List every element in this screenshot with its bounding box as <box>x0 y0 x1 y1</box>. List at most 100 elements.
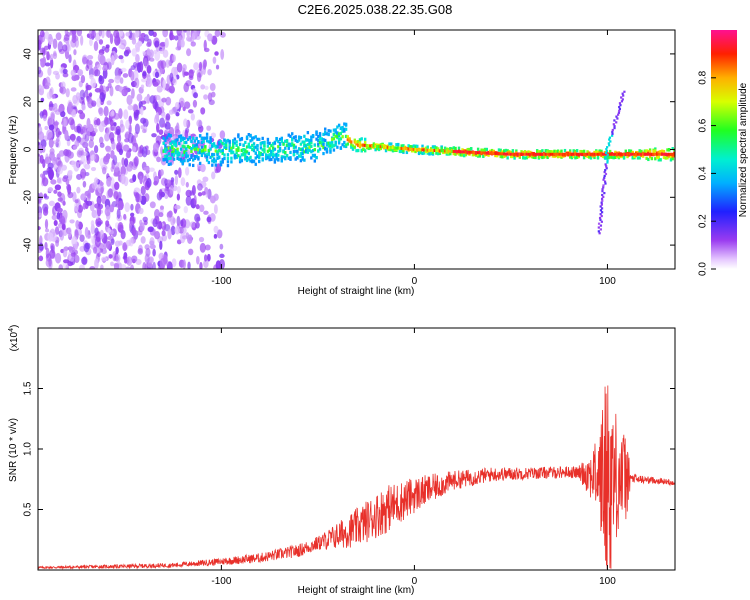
spectrogram-noise-cell <box>219 243 224 250</box>
spectrogram-signal-cell <box>167 162 171 167</box>
spectrogram-signal-cell <box>532 155 535 159</box>
spectrogram-signal-cell <box>367 146 370 150</box>
spectrogram-noise-cell <box>55 252 62 264</box>
spectrogram-noise-cell <box>42 158 46 169</box>
spectrogram-signal-cell <box>195 136 198 141</box>
spectrogram-noise-cell <box>76 186 81 194</box>
spectrogram-signal-cell <box>391 148 395 153</box>
spectrogram-noise-cell <box>72 145 78 150</box>
spectrogram-core-cell <box>640 152 643 156</box>
spectrogram-noise-cell <box>214 30 221 37</box>
spectrogram-signal-cell <box>218 155 221 159</box>
spectrogram-signal-cell <box>317 149 320 153</box>
spectrogram-signal-cell <box>165 159 169 163</box>
spectrogram-noise-cell <box>39 173 45 178</box>
spectrogram-signal-cell <box>245 135 249 139</box>
spectrogram-noise-cell <box>47 187 54 193</box>
spectrogram-core-cell <box>492 151 495 155</box>
spectrogram-noise-cell <box>57 207 63 213</box>
spectrogram-noise-cell <box>175 112 180 117</box>
spectrogram-noise-cell <box>169 184 174 195</box>
spectrogram-noise-cell <box>110 238 115 246</box>
spectrogram-signal-cell <box>233 141 237 145</box>
spectrogram-signal-cell <box>249 139 252 143</box>
spectrogram-noise-cell <box>51 214 58 221</box>
spectrogram-noise-cell <box>186 48 192 57</box>
spectrogram-noise-cell <box>88 60 93 66</box>
spectrogram-signal-cell <box>315 132 318 136</box>
spectrogram-noise-cell <box>90 224 95 235</box>
snr-y-multiplier-exp: 4 <box>8 328 15 332</box>
spectrogram-noise-cell <box>146 76 153 88</box>
spectrogram-noise-cell <box>182 259 186 269</box>
spectrogram-signal-cell <box>228 146 231 150</box>
spectrogram-signal-cell <box>673 154 675 158</box>
spectrogram-spike-cell <box>602 184 605 187</box>
spectrogram-core-cell <box>615 152 619 156</box>
spectrogram-core-cell <box>551 152 555 156</box>
spectrogram-core-cell <box>447 149 450 153</box>
spectrogram-core-cell <box>516 152 520 156</box>
spectrogram-noise-cell <box>135 259 142 265</box>
spectrogram-core-cell <box>430 148 433 152</box>
spectrogram-noise-cell <box>47 116 52 126</box>
spectrogram-signal-cell <box>332 137 336 141</box>
spectrogram-spike-cell <box>599 224 603 227</box>
spectrogram-noise-cell <box>203 210 209 215</box>
spectrogram-noise-cell <box>98 136 104 145</box>
spectrogram-noise-cell <box>196 72 202 83</box>
spectrogram-noise-cell <box>131 255 138 263</box>
spectrogram-noise-cell <box>98 107 103 115</box>
spectrogram-noise-cell <box>172 74 178 86</box>
spectrogram-core-cell <box>648 152 652 156</box>
spectrogram-signal-cell <box>164 154 167 159</box>
spectrogram-signal-cell <box>563 148 567 153</box>
spectrogram-signal-cell <box>164 149 167 153</box>
spectrogram-signal-cell <box>162 149 165 153</box>
spectrogram-signal-cell <box>280 139 284 143</box>
spectrogram-noise-cell <box>50 87 54 96</box>
spectrogram-noise-cell <box>203 39 207 51</box>
spectrogram-signal-cell <box>167 156 171 161</box>
spectrogram-signal-cell <box>273 153 277 157</box>
spectrogram-signal-cell <box>346 135 350 139</box>
spectrogram-signal-cell <box>452 146 455 150</box>
spectrogram-noise-cell <box>45 153 49 165</box>
spectrogram-noise-cell <box>125 266 131 269</box>
spectrogram-noise-cell <box>74 140 80 147</box>
spectrogram-noise-cell <box>146 65 152 74</box>
spectrogram-signal-cell <box>445 152 449 156</box>
spectrogram-signal-cell <box>339 137 343 141</box>
spectrogram-signal-cell <box>275 157 278 161</box>
spectrogram-noise-cell <box>187 248 194 256</box>
spectrogram-noise-cell <box>106 177 112 187</box>
spectrogram-signal-cell <box>608 155 612 159</box>
spectrogram-spike-cell <box>605 155 608 158</box>
spectrogram-noise-cell <box>109 119 114 127</box>
spectrogram-signal-cell <box>671 157 674 161</box>
spectrogram-signal-cell <box>212 153 216 157</box>
spectrogram-signal-cell <box>174 148 178 153</box>
spectrogram-core-cell <box>365 144 369 148</box>
spectrogram-signal-cell <box>363 149 367 153</box>
spectrogram-core-cell <box>393 146 396 150</box>
spectrogram-signal-cell <box>238 138 242 142</box>
spectrogram-noise-cell <box>88 92 93 97</box>
spectrogram-signal-cell <box>457 146 461 150</box>
spectrogram-noise-cell <box>73 49 77 56</box>
spectrogram-signal-cell <box>306 143 310 147</box>
spectrogram-noise-cell <box>83 242 90 253</box>
spectrogram-signal-cell <box>668 148 671 152</box>
spectrogram-spike-cell <box>600 203 604 206</box>
spectrogram-noise-cell <box>124 85 129 95</box>
spectrogram-signal-cell <box>268 153 271 157</box>
spectrogram-noise-cell <box>109 111 115 117</box>
spectrogram-signal-cell <box>292 149 296 154</box>
spectrogram-signal-cell <box>313 159 317 163</box>
spectrogram-noise-cell <box>158 129 164 135</box>
spectrogram-signal-cell <box>610 155 614 159</box>
spectrogram-signal-cell <box>664 156 667 160</box>
spectrogram-signal-cell <box>390 148 393 152</box>
spectrogram-signal-cell <box>452 151 455 155</box>
